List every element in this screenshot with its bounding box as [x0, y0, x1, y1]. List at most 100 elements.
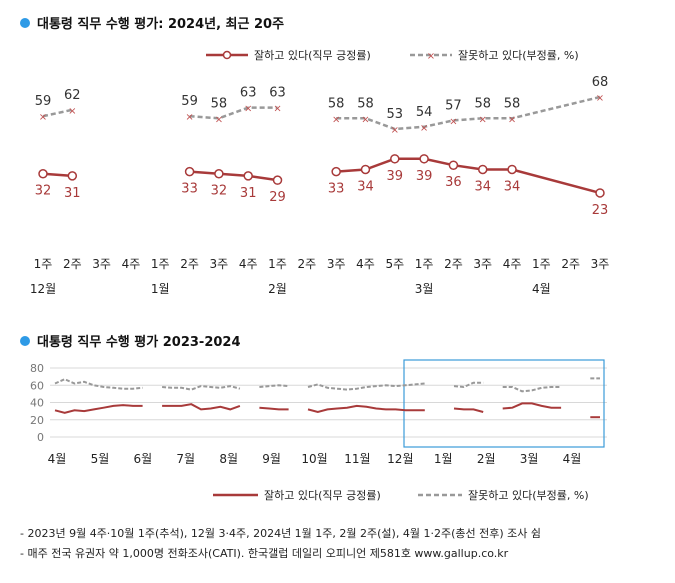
x-month-label: 12월	[387, 452, 413, 466]
positive-data-label: 23	[592, 203, 609, 218]
negative-data-label: 58	[211, 96, 228, 111]
positive-point	[184, 166, 195, 177]
negative-point: ×	[215, 114, 223, 125]
positive-data-label: 32	[211, 184, 228, 199]
x-month-label: 7월	[176, 452, 195, 466]
x-tick-label: 2주	[561, 257, 580, 271]
positive-data-label: 29	[269, 190, 286, 205]
positive-point	[507, 164, 517, 175]
positive-series-line	[42, 172, 73, 178]
legend-positive-label: 잘하고 있다(직무 긍정률)	[264, 488, 381, 502]
negative-data-label: 62	[64, 88, 81, 103]
positive-series-line	[189, 170, 278, 182]
footnote-2: - 매주 전국 유권자 약 1,000명 전화조사(CATI). 한국갤럽 데일…	[20, 547, 509, 560]
negative-point: ×	[68, 106, 76, 117]
negative-point: ×	[185, 112, 193, 123]
positive-point	[38, 168, 48, 179]
positive-point	[331, 166, 341, 177]
negative-point: ×	[596, 93, 604, 104]
positive-data-label: 34	[474, 179, 491, 194]
negative-data-label: 58	[357, 96, 374, 111]
chart1-title: 대통령 직무 수행 평가: 2024년, 최근 20주	[37, 17, 285, 32]
positive-trend-line	[54, 404, 143, 414]
positive-point	[272, 175, 283, 185]
x-month-label: 9월	[262, 452, 281, 466]
x-tick-label: 1주	[415, 257, 434, 271]
month-label: 12월	[30, 282, 56, 296]
x-tick-label: 3주	[591, 257, 610, 271]
positive-trend-line	[307, 404, 425, 414]
positive-data-label: 34	[357, 179, 374, 194]
x-tick-label: 4주	[356, 257, 375, 271]
negative-point: ×	[449, 116, 457, 127]
x-tick-label: 1주	[268, 257, 287, 271]
x-tick-label: 2주	[444, 257, 463, 271]
positive-data-label: 39	[387, 169, 404, 184]
legend-negative-label: 잘못하고 있다(부정률, %)	[458, 48, 579, 62]
x-tick-label: 4주	[239, 257, 258, 271]
positive-trend-line	[453, 407, 484, 413]
negative-trend-line	[453, 381, 484, 389]
x-month-label: 2월	[477, 452, 496, 466]
x-tick-label: 3주	[210, 257, 229, 271]
x-month-label: 5월	[91, 452, 110, 466]
positive-data-label: 33	[328, 182, 345, 197]
x-month-label: 1월	[434, 452, 453, 466]
negative-data-label: 58	[328, 96, 345, 111]
negative-data-label: 63	[269, 86, 286, 101]
positive-series-line	[336, 157, 601, 195]
x-tick-label: 2주	[63, 257, 82, 271]
x-month-label: 4월	[563, 452, 582, 466]
positive-trend-line	[162, 403, 241, 411]
month-label: 2월	[268, 282, 287, 296]
negative-data-label: 59	[35, 94, 52, 109]
x-month-label: 4월	[48, 452, 67, 466]
positive-point	[67, 171, 78, 181]
y-tick-label: 40	[30, 397, 44, 410]
highlight-box	[403, 359, 605, 448]
bullet-icon	[20, 17, 30, 28]
negative-point: ×	[361, 114, 369, 125]
negative-series-line	[42, 108, 73, 118]
negative-point: ×	[273, 104, 281, 115]
footnote-1: - 2023년 9월 4주·10월 1주(추석), 12월 3·4주, 2024…	[20, 527, 541, 540]
y-tick-label: 60	[30, 379, 44, 392]
positive-trend-line	[502, 402, 562, 410]
positive-point	[214, 168, 224, 179]
chart1-title-row: 대통령 직무 수행 평가: 2024년, 최근 20주	[20, 13, 284, 32]
x-month-label: 6월	[133, 452, 152, 466]
negative-trend-line	[54, 378, 143, 390]
x-tick-label: 3주	[92, 257, 111, 271]
month-label: 1월	[151, 282, 170, 296]
positive-point	[419, 154, 429, 164]
negative-point: ×	[332, 114, 340, 125]
positive-point	[477, 164, 488, 175]
positive-point	[595, 188, 605, 198]
y-tick-label: 0	[37, 431, 44, 444]
negative-trend-line	[259, 384, 289, 388]
negative-data-label: 54	[416, 105, 433, 120]
legend-negative-label: 잘못하고 있다(부정률, %)	[468, 488, 589, 502]
x-tick-label: 4주	[503, 257, 522, 271]
x-tick-label: 2주	[180, 257, 199, 271]
negative-series-line	[336, 95, 601, 131]
negative-trend-line	[502, 386, 562, 393]
negative-trend-line	[307, 382, 425, 391]
x-tick-label: 1주	[532, 257, 551, 271]
x-month-label: 3월	[520, 452, 539, 466]
y-tick-label: 80	[30, 362, 44, 375]
legend-positive-marker	[222, 50, 232, 60]
x-tick-label: 3주	[473, 257, 492, 271]
positive-point	[360, 164, 371, 175]
legend-negative-marker: ×	[427, 51, 435, 62]
negative-point: ×	[479, 114, 487, 125]
positive-point	[390, 154, 400, 164]
x-month-label: 8월	[219, 452, 238, 466]
positive-point	[448, 160, 459, 170]
x-tick-label: 1주	[34, 257, 53, 271]
x-tick-label: 1주	[151, 257, 170, 271]
x-tick-label: 4주	[122, 257, 141, 271]
positive-data-label: 34	[504, 179, 521, 194]
chart1-svg: 잘하고 있다(직무 긍정률) × 잘못하고 있다(부정률, %) × 59 × 62 × 59 ×…	[30, 48, 610, 296]
